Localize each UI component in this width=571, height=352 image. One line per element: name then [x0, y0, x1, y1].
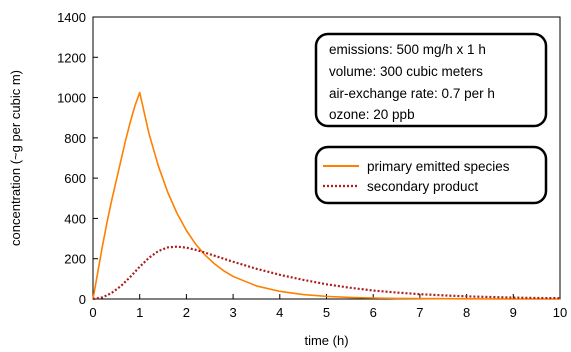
y-tick-label: 800: [64, 131, 86, 146]
y-axis-label: concentration (~g per cubic m): [8, 70, 23, 246]
x-tick-label: 2: [183, 305, 190, 320]
annotation-line-emissions: emissions: 500 mg/h x 1 h: [329, 42, 486, 57]
annotation-line-ozone: ozone: 20 ppb: [329, 107, 415, 122]
series-line-primary: [92, 91, 560, 300]
x-tick-label: 9: [510, 305, 517, 320]
annotation-box: emissions: 500 mg/h x 1 h volume: 300 cu…: [314, 32, 548, 128]
y-tick-label: 200: [64, 252, 86, 267]
y-tick-label: 1200: [57, 50, 86, 65]
x-tick-label: 10: [553, 305, 567, 320]
x-tick-label: 6: [370, 305, 377, 320]
legend-label-primary: primary emitted species: [367, 159, 510, 174]
legend-label-secondary: secondary product: [367, 179, 478, 194]
x-tick-label: 1: [136, 305, 143, 320]
x-tick-label: 8: [463, 305, 470, 320]
series-lines: [92, 91, 561, 301]
series-line-secondary: [92, 245, 561, 301]
x-tick-label: 7: [416, 305, 423, 320]
x-tick-label: 4: [276, 305, 283, 320]
y-tick-label: 1400: [57, 10, 86, 25]
y-tick-label: 1000: [57, 91, 86, 106]
legend: primary emitted species secondary produc…: [314, 145, 548, 205]
x-tick-label: 3: [229, 305, 236, 320]
annotation-line-air-exchange: air-exchange rate: 0.7 per h: [329, 86, 495, 101]
y-tick-label: 0: [79, 292, 86, 307]
annotation-line-volume: volume: 300 cubic meters: [329, 64, 483, 79]
x-tick-label: 5: [323, 305, 330, 320]
x-tick-label: 0: [89, 305, 96, 320]
y-tick-label: 400: [64, 211, 86, 226]
y-tick-label: 600: [64, 171, 86, 186]
x-axis-label: time (h): [304, 333, 348, 348]
